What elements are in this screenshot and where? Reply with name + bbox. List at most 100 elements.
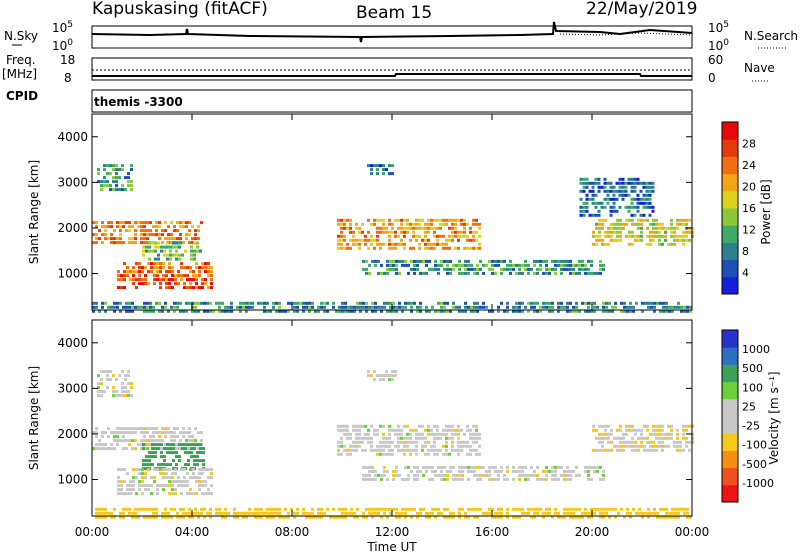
data-cell xyxy=(143,305,146,309)
data-cell xyxy=(175,257,178,261)
data-cell xyxy=(392,259,395,263)
data-cell xyxy=(166,257,169,261)
data-cell xyxy=(448,246,451,250)
data-cell xyxy=(431,465,434,469)
data-cell xyxy=(407,301,410,305)
data-cell xyxy=(364,424,367,428)
data-cell xyxy=(210,278,213,282)
data-cell xyxy=(599,511,602,515)
data-cell xyxy=(440,469,443,473)
data-cell xyxy=(682,230,685,234)
data-cell xyxy=(656,511,659,515)
data-cell xyxy=(112,386,115,390)
data-cell xyxy=(380,305,383,309)
data-cell xyxy=(150,484,153,488)
data-cell xyxy=(548,305,551,309)
data-cell xyxy=(346,452,349,456)
data-cell xyxy=(458,507,461,511)
data-cell xyxy=(129,278,132,282)
data-cell xyxy=(344,511,347,515)
data-cell xyxy=(382,440,385,444)
data-cell xyxy=(406,226,409,230)
data-cell xyxy=(132,484,135,488)
data-cell xyxy=(619,440,622,444)
data-cell xyxy=(174,274,177,278)
data-cell xyxy=(178,443,181,447)
data-cell xyxy=(409,452,412,456)
data-cell xyxy=(317,507,320,511)
data-cell xyxy=(679,444,682,448)
data-cell xyxy=(101,431,104,435)
data-cell xyxy=(676,448,679,452)
data-cell xyxy=(337,440,340,444)
data-cell xyxy=(166,245,169,249)
data-cell xyxy=(132,488,135,492)
data-cell xyxy=(686,309,689,313)
data-cell xyxy=(376,444,379,448)
data-cell xyxy=(607,226,610,230)
data-cell xyxy=(409,222,412,226)
data-cell xyxy=(142,463,145,467)
data-cell xyxy=(476,263,479,267)
data-cell xyxy=(323,309,326,313)
data-cell xyxy=(645,189,649,193)
data-cell xyxy=(380,271,383,275)
data-cell xyxy=(206,511,209,515)
data-cell xyxy=(151,443,154,447)
data-cell xyxy=(207,262,210,266)
data-cell xyxy=(644,301,647,305)
data-cell xyxy=(464,263,467,267)
data-cell xyxy=(158,221,161,225)
data-cell xyxy=(143,233,146,237)
data-cell xyxy=(215,511,218,515)
data-cell xyxy=(421,432,424,436)
data-cell xyxy=(113,229,116,233)
data-cell xyxy=(207,266,210,270)
data-cell xyxy=(120,278,123,282)
data-cell xyxy=(457,218,460,222)
data-cell xyxy=(224,507,227,511)
data-cell xyxy=(579,209,583,213)
data-cell xyxy=(448,234,451,238)
data-cell xyxy=(352,444,355,448)
data-cell xyxy=(163,447,166,451)
data-cell xyxy=(171,274,174,278)
data-cell xyxy=(440,259,443,263)
data-cell xyxy=(131,439,134,443)
data-cell xyxy=(140,443,143,447)
data-cell xyxy=(632,305,635,309)
data-cell xyxy=(449,515,452,519)
data-cell xyxy=(194,233,197,237)
data-cell xyxy=(352,230,355,234)
data-cell xyxy=(100,180,103,184)
data-cell xyxy=(472,448,475,452)
data-cell xyxy=(151,249,154,253)
data-cell xyxy=(215,301,218,305)
data-cell xyxy=(407,465,410,469)
data-cell xyxy=(392,263,395,267)
data-cell xyxy=(389,259,392,263)
data-cell xyxy=(458,267,461,271)
data-cell xyxy=(557,259,560,263)
data-cell xyxy=(155,507,158,511)
data-cell xyxy=(569,469,572,473)
data-cell xyxy=(472,234,475,238)
data-cell xyxy=(155,515,158,519)
colorbar-tick-label: 100 xyxy=(742,381,763,394)
data-cell xyxy=(109,184,112,188)
data-cell xyxy=(668,309,671,313)
data-cell xyxy=(625,234,628,238)
data-cell xyxy=(391,452,394,456)
data-cell xyxy=(152,305,155,309)
data-cell xyxy=(95,233,98,237)
data-cell xyxy=(140,233,143,237)
data-cell xyxy=(152,507,155,511)
colorbar-swatch xyxy=(722,398,738,417)
data-cell xyxy=(365,465,368,469)
data-cell xyxy=(614,305,617,309)
data-cell xyxy=(126,488,129,492)
data-cell xyxy=(670,436,673,440)
data-cell xyxy=(148,245,151,249)
data-cell xyxy=(272,511,275,515)
data-cell xyxy=(448,424,451,428)
